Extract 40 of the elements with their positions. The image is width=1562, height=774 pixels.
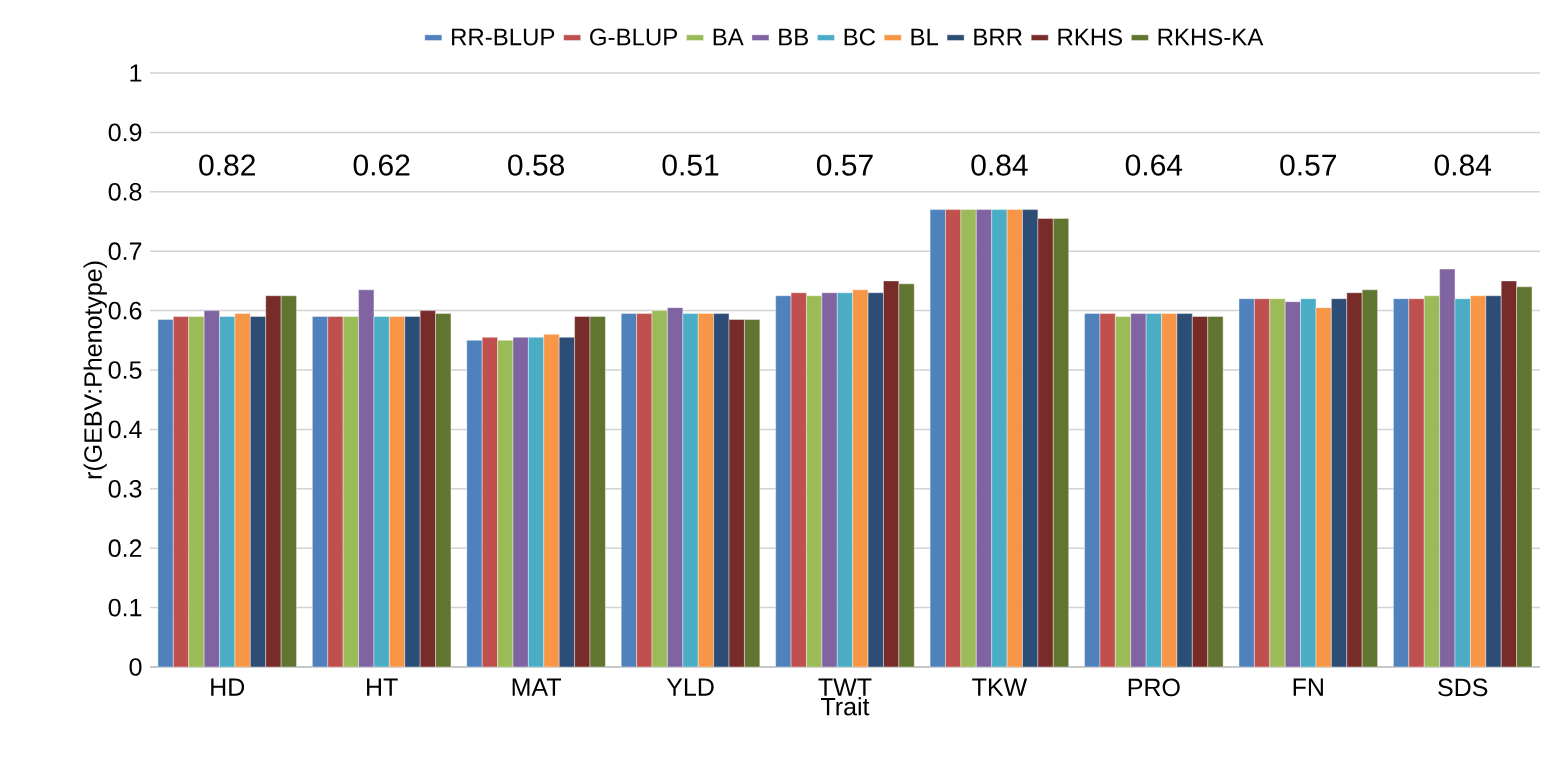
legend-label: BL: [911, 28, 939, 46]
annotation: 0.57: [1280, 154, 1336, 176]
x-tick-label: MAT: [512, 678, 561, 696]
annotation: 0.62: [353, 154, 410, 176]
y-tick-label: 0: [129, 658, 142, 676]
x-axis-title: Trait: [820, 697, 870, 716]
legend-label: RKHS: [1058, 28, 1123, 46]
y-tick-label: 0.6: [108, 301, 142, 320]
y-tick-label: 0.2: [108, 539, 142, 558]
x-tick-label: HD: [211, 678, 245, 696]
x-tick-label: TKW: [972, 678, 1028, 696]
annotation: 0.84: [971, 154, 1028, 176]
x-tick-label: PRO: [1128, 678, 1180, 697]
y-tick-label: 0.1: [108, 598, 142, 617]
y-axis-title: r(GEBV:Phenotype): [83, 261, 107, 479]
annotation: 0.58: [508, 154, 564, 176]
legend-label: RR-BLUP: [452, 28, 555, 46]
legend-label: BRR: [974, 28, 1022, 46]
legend-label: BC: [844, 28, 876, 46]
y-tick-label: 0.9: [108, 123, 142, 142]
annotation: 0.64: [1125, 154, 1183, 176]
y-tick-label: 1: [130, 64, 142, 82]
y-tick-label: 0.7: [108, 242, 142, 261]
legend-label: G-BLUP: [590, 28, 677, 46]
y-tick-label: 0.5: [108, 361, 142, 379]
y-tick-label: 0.4: [108, 420, 142, 439]
annotation: 0.84: [1434, 154, 1492, 176]
annotation: 0.82: [199, 154, 255, 176]
y-tick-label: 0.3: [108, 479, 142, 498]
legend-label: BA: [713, 28, 744, 46]
x-tick-label: FN: [1293, 678, 1323, 696]
annotation: 0.57: [816, 154, 873, 176]
x-tick-label: HT: [367, 678, 398, 696]
x-tick-label: YLD: [666, 678, 714, 696]
annotation: 0.51: [662, 154, 719, 176]
y-tick-label: 0.8: [108, 182, 142, 201]
x-tick-label: TWT: [818, 678, 872, 696]
legend-label: RKHS-KA: [1158, 28, 1264, 46]
x-tick-label: SDS: [1438, 678, 1488, 697]
legend-label: BB: [779, 28, 808, 46]
